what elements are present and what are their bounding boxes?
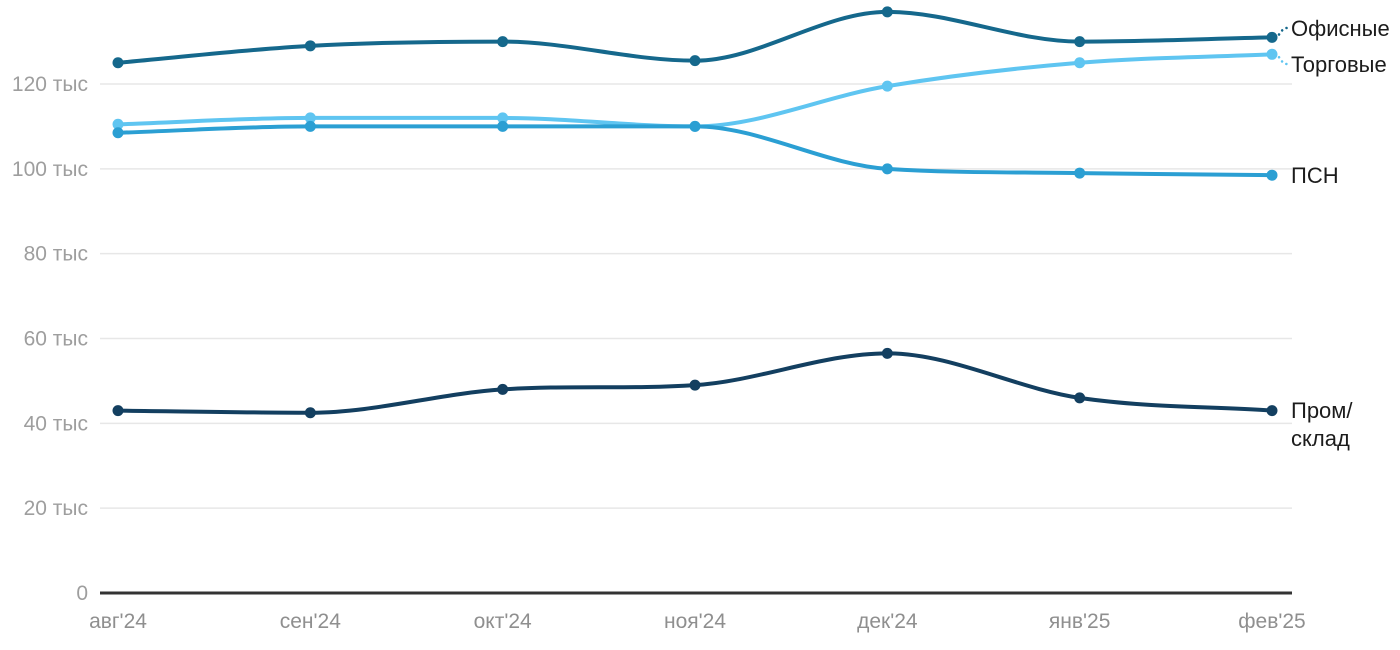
data-point-psn [689,120,701,132]
x-tick-label: ноя'24 [664,610,726,633]
data-point-offices [1266,31,1278,43]
data-point-offices [304,40,316,52]
data-point-psn [1074,167,1086,179]
data-point-retail [304,112,316,124]
series-label-psn: ПСН [1291,163,1339,188]
data-point-psn [497,120,509,132]
series-label-retail: Торговые [1291,52,1387,77]
x-tick-label: янв'25 [1049,610,1111,633]
data-point-offices [1074,36,1086,48]
data-point-industrial [689,379,701,391]
data-point-retail [1266,48,1278,60]
data-point-industrial [304,407,316,419]
data-point-industrial [497,383,509,395]
data-point-psn [112,127,124,139]
data-point-retail [1074,57,1086,69]
data-point-industrial [112,405,124,417]
series-line-psn [116,124,1274,178]
data-point-industrial [1074,392,1086,404]
data-point-offices [112,57,124,69]
label-connector-offices [1277,26,1289,36]
y-tick-label: 20 тыс [24,497,88,520]
series-label-industrial: склад [1291,426,1350,451]
x-tick-label: авг'24 [89,610,147,633]
x-tick-label: фев'25 [1238,610,1305,633]
y-tick-label: 120 тыс [12,73,88,96]
data-point-psn [304,120,316,132]
x-tick-label: дек'24 [857,610,918,633]
x-tick-label: сен'24 [280,610,341,633]
y-tick-label: 60 тыс [24,328,88,351]
data-point-psn [881,163,893,175]
data-point-retail [112,118,124,130]
series-line-offices [116,9,1274,65]
data-point-offices [497,36,509,48]
data-point-retail [881,80,893,92]
y-tick-label: 100 тыс [12,158,88,181]
series-label-offices: Офисные [1291,16,1390,41]
data-point-offices [881,6,893,18]
series-label-industrial: Пром/ [1291,398,1353,423]
data-point-industrial [1266,405,1278,417]
data-point-retail [497,112,509,124]
label-connector-retail [1277,55,1289,66]
y-tick-label: 40 тыс [24,412,88,435]
data-point-industrial [881,347,893,359]
data-point-offices [689,55,701,67]
y-tick-label: 80 тыс [24,243,88,266]
x-tick-label: окт'24 [474,610,532,633]
data-point-psn [1266,169,1278,181]
y-tick-label: 0 [76,582,88,605]
